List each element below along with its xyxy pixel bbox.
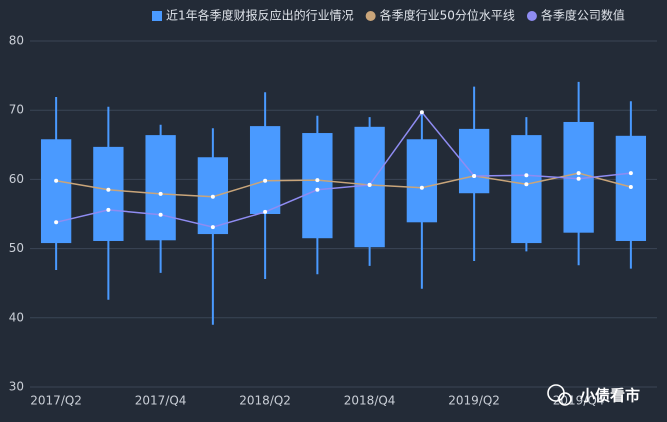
x-tick-label: 2018/Q4	[344, 394, 396, 408]
x-tick-label: 2017/Q4	[135, 394, 187, 408]
y-tick-label: 60	[9, 172, 24, 186]
point	[315, 178, 320, 183]
box	[302, 133, 333, 239]
point	[263, 209, 268, 214]
point	[576, 171, 581, 176]
watermark: 小债看市	[580, 387, 640, 405]
point	[263, 178, 268, 183]
plot: 30 40 50 60 70 80 2017/Q2 2017/Q4 2018/Q2 2018/Q4…	[9, 34, 657, 408]
watermark-icon	[547, 384, 572, 406]
y-tick-label: 70	[9, 103, 24, 117]
box	[249, 126, 281, 214]
point	[315, 187, 320, 192]
box	[511, 135, 542, 244]
point	[54, 178, 59, 183]
x-tick-label: 2019/Q2	[448, 394, 500, 408]
series-line	[55, 172, 632, 198]
box	[354, 126, 385, 248]
x-tick-label: 2018/Q2	[239, 394, 291, 408]
legend-swatch	[526, 11, 537, 21]
legend-label: 各季度公司数值	[541, 8, 625, 23]
legend-swatch	[152, 11, 162, 21]
point	[628, 185, 633, 190]
box	[40, 139, 72, 244]
point	[106, 187, 111, 192]
point	[576, 176, 581, 181]
point	[472, 173, 477, 178]
point	[158, 212, 163, 217]
y-tick-label: 80	[9, 34, 24, 48]
point	[106, 207, 111, 212]
y-tick-label: 30	[9, 380, 24, 394]
point	[54, 220, 59, 225]
x-tick-label: 2017/Q2	[30, 394, 82, 408]
y-tick-label: 40	[9, 310, 24, 324]
x-tick-label: 2019/Q4	[553, 394, 605, 408]
series-line	[55, 111, 631, 228]
point	[524, 182, 529, 187]
legend-label: 近1年各季度财报反应出的行业情况	[166, 8, 354, 23]
y-tick-label: 50	[9, 241, 24, 255]
point	[419, 110, 424, 115]
point	[628, 171, 633, 176]
legend-swatch	[365, 11, 376, 21]
box	[145, 135, 176, 241]
box	[93, 146, 124, 241]
point	[367, 182, 372, 187]
point	[524, 173, 529, 178]
point	[210, 194, 215, 199]
box	[406, 139, 438, 223]
legend-label: 各季度行业50分位水平线	[380, 8, 515, 23]
box	[458, 128, 490, 194]
point	[210, 225, 215, 230]
point	[419, 185, 424, 190]
point	[158, 191, 163, 196]
